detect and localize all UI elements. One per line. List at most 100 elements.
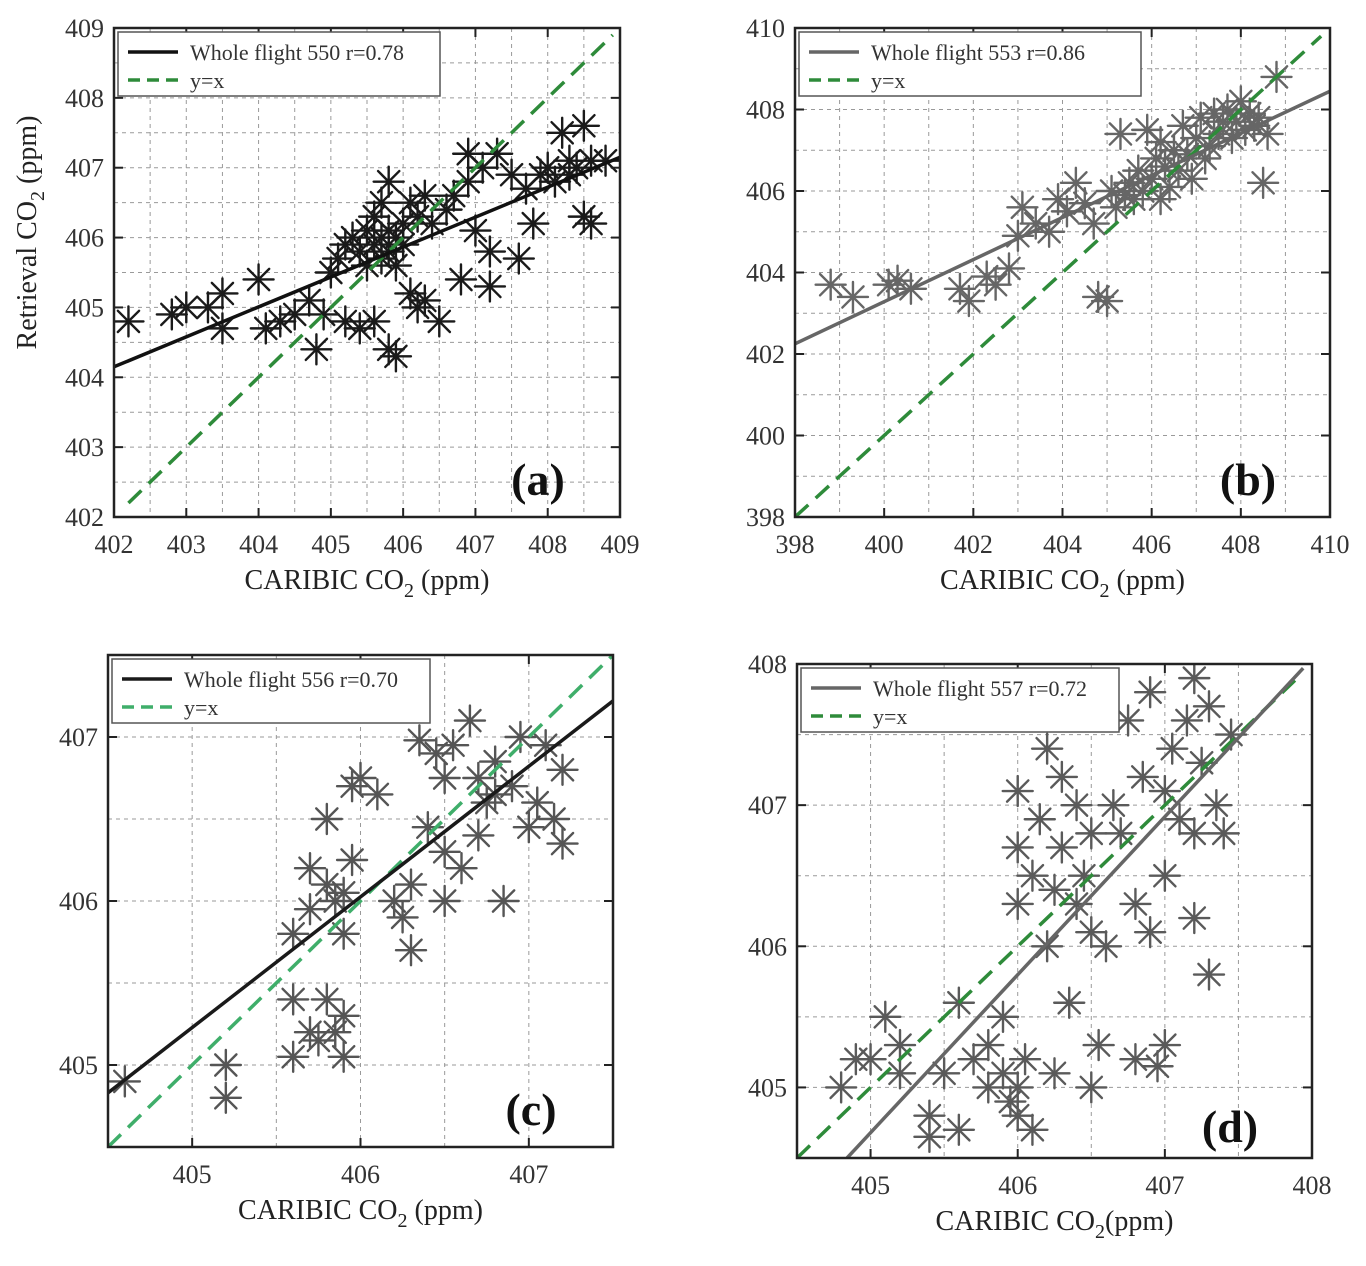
y-tick-label: 405	[748, 1073, 787, 1102]
data-point	[403, 724, 436, 757]
data-point	[459, 214, 492, 247]
legend-identity-label: y=x	[873, 704, 907, 729]
point-stroke	[432, 839, 457, 864]
data-point	[411, 811, 445, 844]
legend-fit-label: Whole flight 557 r=0.72	[873, 676, 1087, 701]
point-stroke	[1138, 680, 1162, 705]
data-point	[1251, 117, 1284, 151]
point-stroke	[508, 725, 533, 749]
data-point	[473, 235, 507, 268]
point-stroke	[533, 733, 558, 758]
data-point	[1001, 219, 1035, 253]
data-point	[473, 270, 507, 303]
panel-b: 398 400 402 404 406 408 410 398 400 402 404 406 408 4…	[746, 14, 1350, 602]
point-stroke	[214, 1053, 238, 1077]
x-tick-label: 405	[173, 1160, 212, 1189]
legend-box	[117, 31, 441, 97]
point-stroke	[432, 889, 457, 913]
data-point	[335, 843, 369, 877]
point-stroke	[315, 987, 339, 1012]
data-point	[423, 305, 456, 338]
data-point	[206, 277, 239, 310]
plot-area	[108, 655, 613, 1147]
fit-line	[114, 155, 620, 369]
point-stroke	[948, 276, 972, 301]
point-stroke	[1188, 105, 1213, 130]
point-stroke	[1135, 118, 1160, 142]
point-stroke	[1005, 779, 1030, 803]
point-stroke	[1182, 666, 1207, 690]
point-stroke	[407, 728, 432, 753]
point-stroke	[841, 285, 865, 309]
point-stroke	[348, 766, 373, 790]
y-tick-label: 402	[65, 503, 104, 532]
legend-identity-label: y=x	[190, 68, 224, 93]
point-stroke	[829, 1075, 853, 1100]
point-stroke	[463, 218, 488, 243]
point-stroke	[214, 1085, 238, 1110]
point-stroke	[1050, 835, 1074, 860]
point-stroke	[550, 831, 575, 856]
data-point	[1192, 958, 1226, 991]
y-tick-label: 408	[748, 650, 787, 679]
point-stroke	[1005, 1103, 1030, 1128]
data-point	[913, 1120, 946, 1154]
panel-tag: (a)	[511, 454, 565, 505]
point-stroke	[1020, 1117, 1045, 1142]
point-stroke	[983, 272, 1008, 297]
point-stroke	[1005, 835, 1030, 860]
point-stroke	[1126, 158, 1151, 183]
data-point	[1126, 760, 1159, 794]
x-tick-label: 402	[95, 530, 134, 559]
data-point	[1075, 817, 1108, 850]
point-stroke	[499, 162, 524, 187]
data-point	[1178, 664, 1211, 695]
y-tick-label: 405	[59, 1051, 98, 1080]
data-point	[1001, 1071, 1034, 1104]
fit-line	[795, 89, 1330, 346]
point-stroke	[525, 790, 550, 815]
data-point	[1200, 788, 1233, 822]
data-point	[1075, 1071, 1108, 1104]
data-point	[1148, 1028, 1182, 1062]
point-stroke	[957, 289, 981, 313]
data-point	[1133, 676, 1167, 709]
data-point	[942, 1113, 976, 1146]
point-stroke	[1237, 101, 1262, 126]
x-tick-label: 408	[1293, 1171, 1332, 1200]
plot-frame	[112, 26, 622, 519]
point-stroke	[1064, 171, 1088, 195]
data-point	[1207, 817, 1240, 850]
data-point	[487, 884, 520, 918]
legend-fit-label: Whole flight 556 r=0.70	[184, 667, 398, 692]
point-stroke	[483, 749, 507, 774]
data-point	[209, 1081, 243, 1115]
data-point	[386, 901, 419, 934]
point-stroke	[997, 256, 1021, 281]
x-tick-label: 407	[456, 530, 495, 559]
point-stroke	[449, 267, 473, 292]
data-point	[445, 852, 478, 885]
x-axis-label-sub: 2	[1100, 580, 1110, 602]
legend-identity-label: y=x	[871, 68, 905, 93]
data-point	[327, 999, 360, 1033]
point-stroke	[331, 1044, 356, 1069]
point-stroke	[1035, 736, 1059, 761]
plot-frame	[795, 662, 1314, 1160]
grid	[114, 28, 620, 517]
data-point	[1045, 760, 1079, 794]
y-tick-label: 403	[65, 433, 104, 462]
point-stroke	[315, 807, 339, 831]
legend-fit-label: Whole flight 553 r=0.86	[871, 40, 1085, 65]
data-point	[502, 242, 535, 275]
point-stroke	[399, 938, 423, 963]
plot-area	[797, 664, 1305, 1158]
y-tick-label: 405	[65, 293, 104, 322]
fit-line	[845, 667, 1305, 1158]
y-tick-label: 409	[65, 14, 104, 43]
point-stroke	[1130, 765, 1155, 789]
data-point	[1104, 117, 1137, 151]
point-stroke	[1167, 807, 1192, 832]
point-stroke	[506, 246, 531, 271]
data-point	[537, 802, 571, 836]
